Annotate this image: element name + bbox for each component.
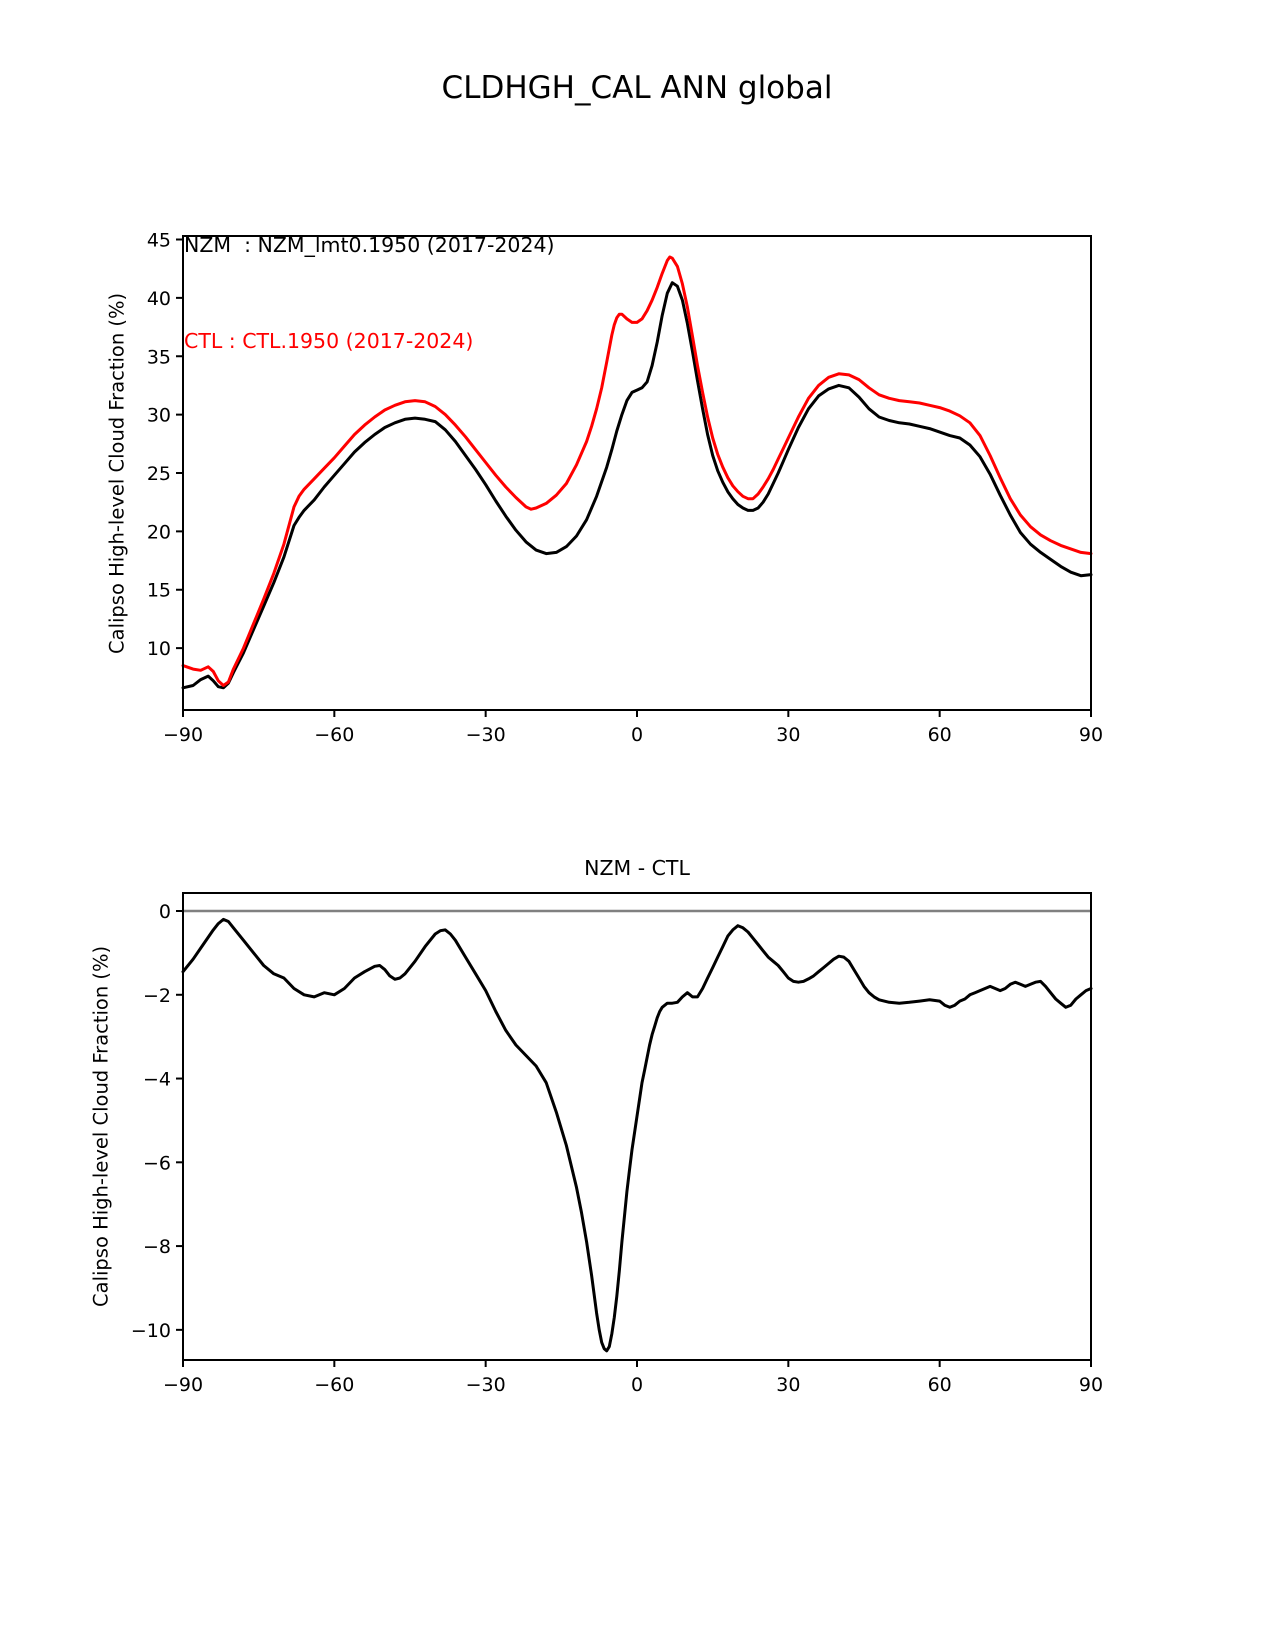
y-tick-label: −10	[131, 1320, 171, 1342]
y-tick-label: 25	[147, 463, 171, 485]
y-tick-label: 0	[159, 901, 171, 923]
x-tick-label: −30	[466, 1374, 506, 1396]
x-tick-label: 30	[776, 724, 800, 746]
y-tick-label: 35	[147, 346, 171, 368]
x-tick-label: 90	[1079, 1374, 1103, 1396]
ctl-line	[181, 255, 1093, 687]
y-tick-label: −2	[143, 985, 171, 1007]
x-tick-label: −30	[466, 724, 506, 746]
x-tick-label: 90	[1079, 724, 1103, 746]
top-chart: −90 −60 −30 0 30 60 90 45 40 35 30 25 20 15 10	[147, 230, 1103, 746]
y-tick-label: −8	[143, 1236, 171, 1258]
y-tick-label: 20	[147, 521, 171, 543]
nzm-line	[181, 281, 1093, 690]
x-tick-label: −60	[314, 1374, 354, 1396]
nzm-ctl-line	[181, 917, 1093, 1353]
y-tick-label: 10	[147, 638, 171, 660]
x-tick-label: 60	[928, 724, 952, 746]
y-tick-label: −6	[143, 1152, 171, 1174]
diff-chart-frame	[182, 892, 1092, 1361]
x-tick-label: 0	[631, 724, 643, 746]
y-tick-label: 40	[147, 288, 171, 310]
y-tick-label: 30	[147, 405, 171, 427]
y-tick-label: 15	[147, 580, 171, 602]
diff-chart-title: NZM - CTL	[584, 856, 690, 880]
y-tick-label: −4	[143, 1069, 171, 1091]
y-tick-label: 45	[147, 230, 171, 252]
x-tick-label: −90	[163, 724, 203, 746]
x-tick-label: −60	[314, 724, 354, 746]
x-tick-label: 30	[776, 1374, 800, 1396]
legend-entry-ctl: CTL : CTL.1950 (2017-2024)	[184, 329, 474, 353]
x-tick-label: 0	[631, 1374, 643, 1396]
x-tick-label: −90	[163, 1374, 203, 1396]
x-tick-label: 60	[928, 1374, 952, 1396]
page-title: CLDHGH_CAL ANN global	[441, 70, 833, 106]
diff-chart: −90 −60 −30 0 30 60 90 0 −2 −4 −6 −8 −10	[131, 892, 1103, 1396]
